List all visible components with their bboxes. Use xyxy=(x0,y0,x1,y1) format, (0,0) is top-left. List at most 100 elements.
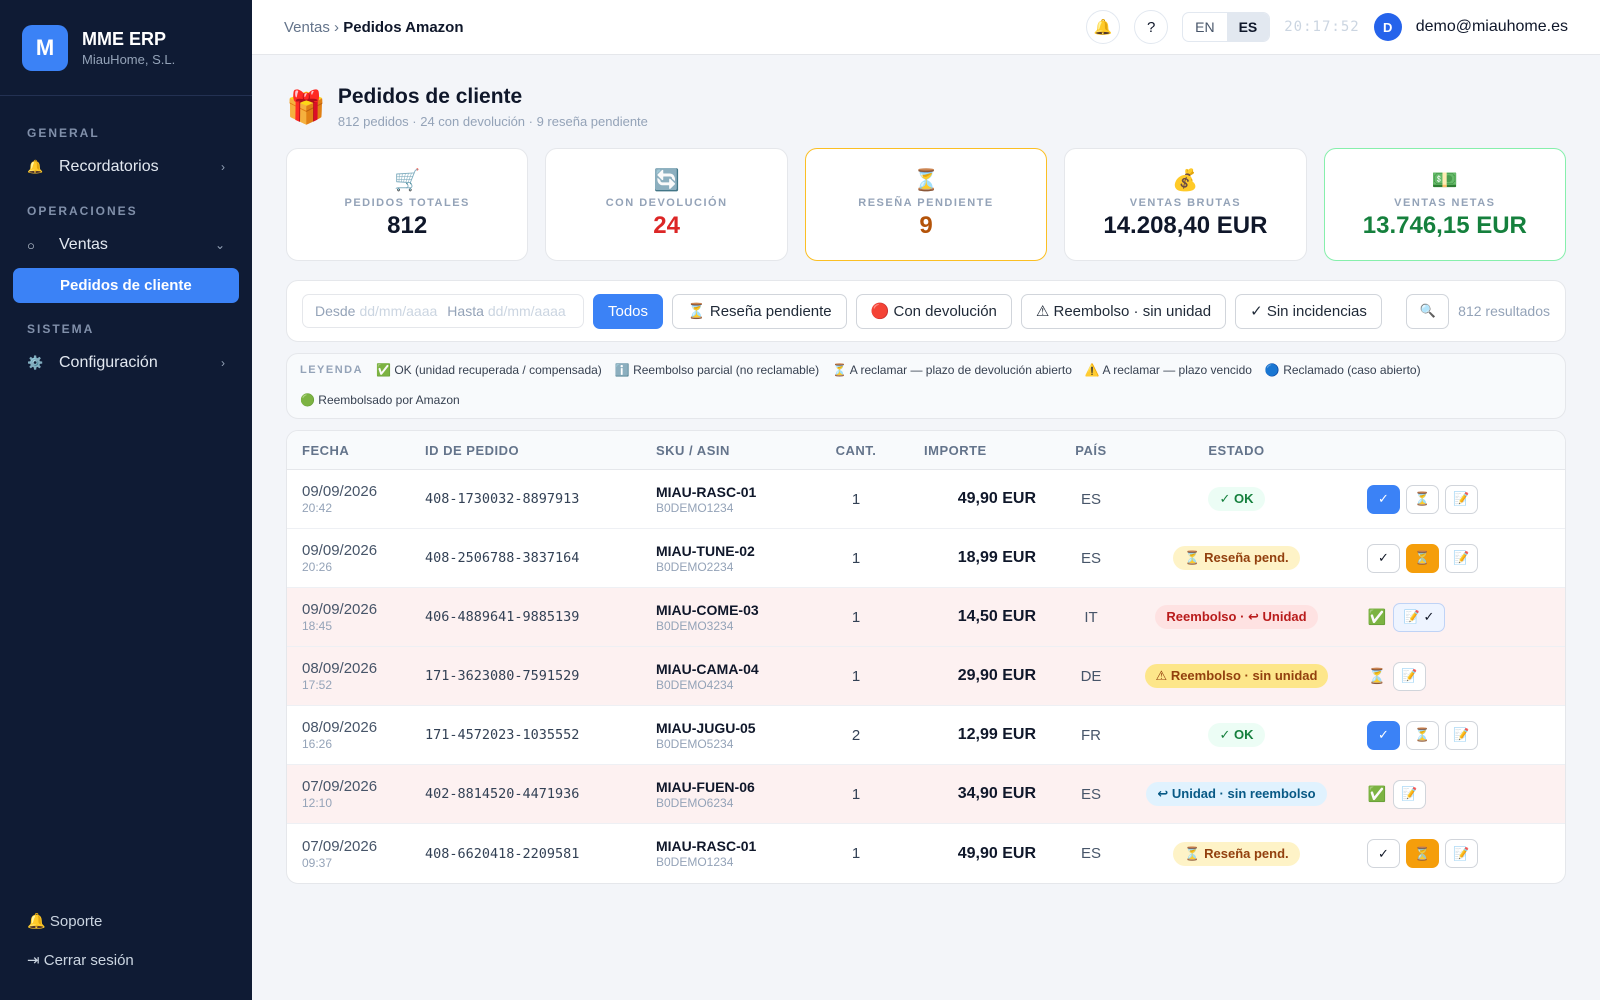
order-id[interactable]: 402-8814520-4471936 xyxy=(425,786,580,802)
row-action-button[interactable]: ⏳ xyxy=(1406,484,1439,514)
section-general: GENERAL xyxy=(27,126,100,140)
user-email[interactable]: demo@miauhome.es xyxy=(1415,18,1568,35)
row-action-button[interactable]: ⏳ xyxy=(1406,839,1439,868)
table-row[interactable]: 07/09/2026 12:10 402-8814520-4471936 MIAU… xyxy=(287,765,1565,824)
row-action-button[interactable]: ⏳ xyxy=(1406,720,1439,750)
filter-pending-review-button[interactable]: ⏳ Reseña pendiente xyxy=(672,293,847,329)
sidebar-item-sales[interactable]: ○ Ventas ⌄ xyxy=(0,226,252,264)
sidebar-item-label: Configuración xyxy=(59,354,158,371)
row-action-button[interactable]: ⏳ xyxy=(1367,668,1387,685)
bell-icon: 🔔 xyxy=(27,159,44,174)
kpi-label: CON DEVOLUCIÓN xyxy=(605,197,728,209)
filter-refund-no-unit-button[interactable]: ⚠ Reembolso · sin unidad xyxy=(1020,293,1227,329)
lang-es-button[interactable]: ES xyxy=(1226,13,1270,41)
status-badge: Reembolso · ↩ Unidad xyxy=(1155,605,1318,629)
row-action-button[interactable]: ✓ xyxy=(1367,720,1400,750)
table-row[interactable]: 09/09/2026 20:42 408-1730032-8897913 MIAU… xyxy=(287,470,1565,529)
row-action-button[interactable]: 📝 xyxy=(1393,779,1426,809)
support-link[interactable]: 🔔 Soporte xyxy=(27,913,103,930)
legend-item-claim-expired: ⚠️ A reclamar — plazo vencido xyxy=(1084,363,1252,377)
from-placeholder[interactable]: dd/mm/aaaa xyxy=(359,303,438,319)
sidebar-item-reminders[interactable]: 🔔 Recordatorios › xyxy=(0,148,252,186)
order-time: 12:10 xyxy=(302,796,333,810)
order-id[interactable]: 406-4889641-9885139 xyxy=(425,609,580,625)
orders-table: FECHA ID DE PEDIDO SKU / ASIN CANT. IMPO… xyxy=(286,430,1566,884)
row-action-button[interactable]: ✓ xyxy=(1367,543,1400,573)
row-action-button[interactable]: 📝 xyxy=(1393,661,1426,691)
help-icon[interactable]: ? xyxy=(1134,10,1169,44)
filter-all-button[interactable]: Todos xyxy=(593,293,664,329)
avatar[interactable]: D xyxy=(1373,13,1402,41)
quantity: 1 xyxy=(851,845,861,862)
row-action-button[interactable]: 📝 ✓ xyxy=(1393,602,1445,632)
order-date: 09/09/2026 xyxy=(302,483,378,500)
row-action-button[interactable]: ✅ xyxy=(1367,609,1387,626)
brand-logo[interactable]: M xyxy=(22,24,68,71)
col-sku[interactable]: SKU / ASIN xyxy=(656,442,730,458)
col-status[interactable]: ESTADO xyxy=(1208,442,1265,458)
date-range-input[interactable]: Desde dd/mm/aaaa Hasta dd/mm/aaaa xyxy=(302,294,584,328)
order-id[interactable]: 408-2506788-3837164 xyxy=(425,550,580,566)
sidebar-item-customer-orders[interactable]: Pedidos de cliente xyxy=(13,268,239,303)
quantity: 2 xyxy=(851,726,861,744)
section-system: SISTEMA xyxy=(27,322,95,336)
table-row[interactable]: 09/09/2026 20:26 408-2506788-3837164 MIAU… xyxy=(287,529,1565,588)
order-time: 17:52 xyxy=(302,678,333,692)
col-amount[interactable]: IMPORTE xyxy=(924,442,987,458)
lang-en-button[interactable]: EN xyxy=(1195,19,1215,35)
kpi-total-orders: 🛒 PEDIDOS TOTALES 812 xyxy=(286,148,529,261)
kpi-value: 9 xyxy=(919,212,933,239)
col-country[interactable]: PAÍS xyxy=(1075,442,1107,458)
kpi-value: 14.208,40 EUR xyxy=(1103,212,1268,239)
hourglass-icon: ⏳ xyxy=(912,169,940,192)
kpi-label: VENTAS BRUTAS xyxy=(1129,197,1242,209)
topbar: Ventas › Pedidos Amazon 🔔 ? EN ES 20:17:… xyxy=(252,0,1600,55)
status-badge: ✓ OK xyxy=(1208,487,1265,511)
sidebar-item-label: Ventas xyxy=(59,236,108,253)
order-id[interactable]: 171-4572023-1035552 xyxy=(425,727,580,743)
row-action-button[interactable]: 📝 xyxy=(1445,839,1478,868)
notifications-bell-icon[interactable]: 🔔 xyxy=(1086,10,1121,44)
col-date[interactable]: FECHA xyxy=(302,442,350,458)
kpi-returns: 🔄 CON DEVOLUCIÓN 24 xyxy=(545,148,788,261)
row-action-button[interactable]: ✓ xyxy=(1367,839,1400,868)
order-id[interactable]: 408-1730032-8897913 xyxy=(425,491,580,507)
table-row[interactable]: 09/09/2026 18:45 406-4889641-9885139 MIAU… xyxy=(287,588,1565,647)
table-row[interactable]: 08/09/2026 16:26 171-4572023-1035552 MIAU… xyxy=(287,706,1565,765)
to-label: Hasta xyxy=(447,303,484,319)
kpi-label: VENTAS NETAS xyxy=(1394,197,1496,209)
row-action-button[interactable]: 📝 xyxy=(1445,720,1478,750)
breadcrumb-current: Pedidos Amazon xyxy=(343,18,464,36)
order-time: 20:26 xyxy=(302,560,333,574)
to-placeholder[interactable]: dd/mm/aaaa xyxy=(487,303,566,319)
row-action-button[interactable]: 📝 xyxy=(1445,484,1478,514)
order-time: 16:26 xyxy=(302,737,333,751)
breadcrumb-parent[interactable]: Ventas xyxy=(284,18,330,36)
filter-no-issues-button[interactable]: ✓ Sin incidencias xyxy=(1235,293,1382,329)
row-action-button[interactable]: ✓ xyxy=(1367,484,1400,514)
refresh-icon: 🔄 xyxy=(653,169,680,192)
order-id[interactable]: 408-6620418-2209581 xyxy=(425,845,580,862)
asin: B0DEMO6234 xyxy=(656,795,734,810)
breadcrumb: Ventas › Pedidos Amazon xyxy=(284,19,464,36)
order-id[interactable]: 171-3623080-7591529 xyxy=(425,668,580,684)
filter-returns-button[interactable]: 🔴 Con devolución xyxy=(855,293,1012,329)
col-order-id[interactable]: ID DE PEDIDO xyxy=(425,442,520,458)
amount: 14,50 EUR xyxy=(957,608,1036,625)
brand: M MME ERP MiauHome, S.L. xyxy=(0,0,252,96)
row-actions: ✓ ⏳ 📝 xyxy=(1347,720,1565,750)
row-action-button[interactable]: ✅ xyxy=(1367,786,1387,803)
order-time: 18:45 xyxy=(302,619,333,633)
search-icon[interactable]: 🔍 xyxy=(1406,293,1450,329)
row-action-button[interactable]: ⏳ xyxy=(1406,543,1439,573)
col-qty[interactable]: CANT. xyxy=(835,442,877,458)
chevron-right-icon: › xyxy=(221,356,225,370)
status-badge: ↩ Unidad · sin reembolso xyxy=(1146,782,1327,806)
table-row[interactable]: 07/09/2026 09:37 408-6620418-2209581 MIAU… xyxy=(287,824,1565,883)
kpi-value: 13.746,15 EUR xyxy=(1362,212,1527,239)
sidebar-item-settings[interactable]: ⚙️ Configuración › xyxy=(0,344,252,382)
logout-link[interactable]: ⇥ Cerrar sesión xyxy=(27,952,134,969)
row-action-button[interactable]: 📝 xyxy=(1445,543,1478,573)
brand-name: MME ERP xyxy=(82,28,167,49)
table-row[interactable]: 08/09/2026 17:52 171-3623080-7591529 MIAU… xyxy=(287,647,1565,706)
